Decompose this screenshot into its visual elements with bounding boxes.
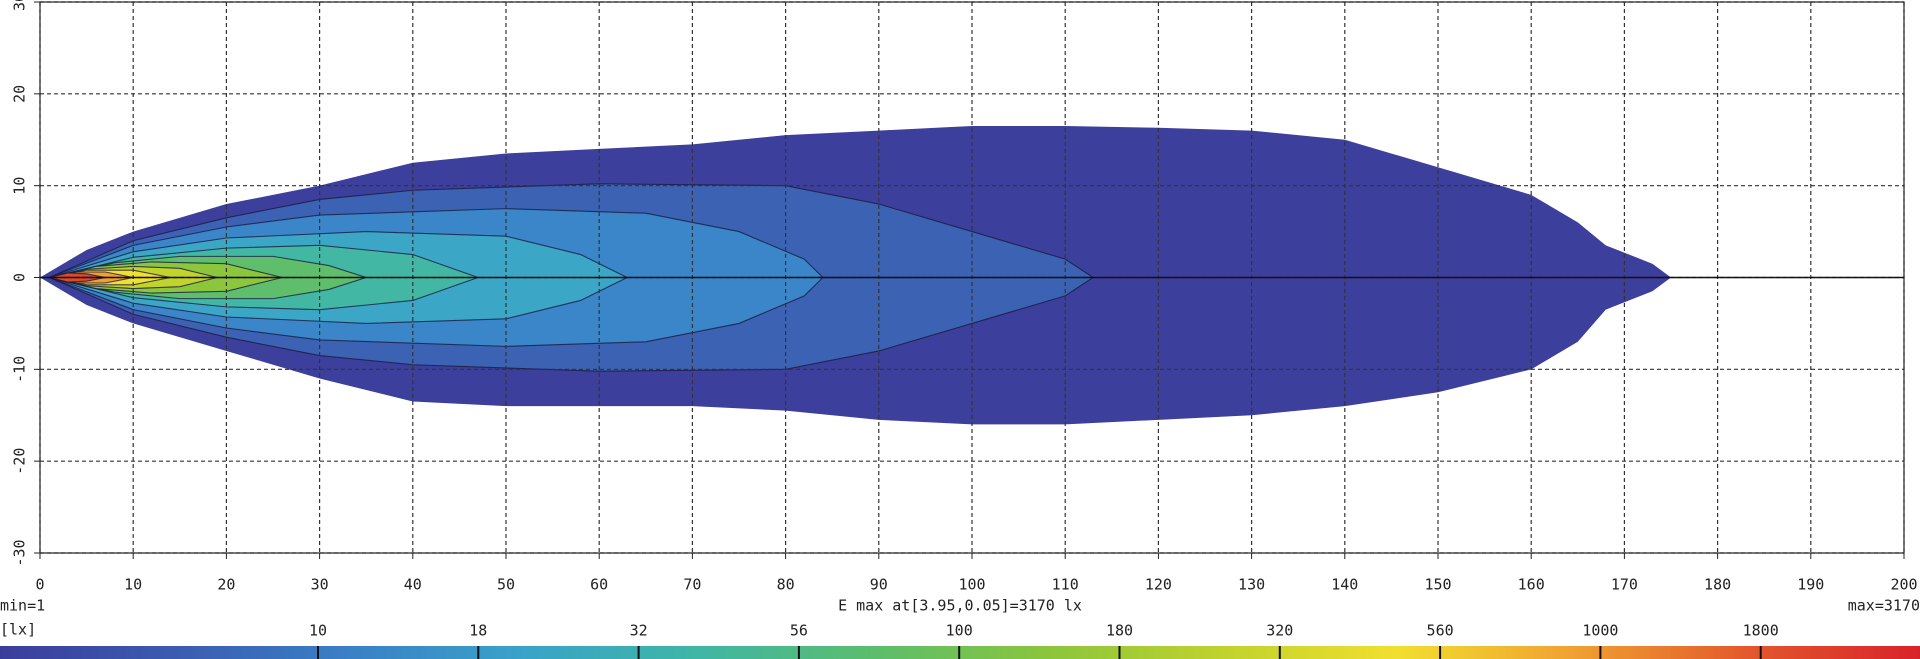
- x-tick-label: 20: [217, 576, 235, 594]
- colorbar-tick-label: 320: [1266, 622, 1293, 640]
- x-tick-label: 50: [497, 576, 515, 594]
- x-tick-label: 30: [311, 576, 329, 594]
- max-label: max=3170: [1848, 597, 1920, 615]
- colorbar-tick-label: 1000: [1582, 622, 1618, 640]
- x-tick-label: 140: [1331, 576, 1358, 594]
- y-tick-label: 30: [11, 0, 29, 11]
- x-tick-label: 10: [124, 576, 142, 594]
- y-tick-label: 20: [11, 85, 29, 103]
- x-tick-label: 190: [1797, 576, 1824, 594]
- colorbar-tick-label: 56: [790, 622, 808, 640]
- colorbar-tick-label: 100: [946, 622, 973, 640]
- y-tick-label: -30: [11, 539, 29, 566]
- x-tick-label: 180: [1704, 576, 1731, 594]
- x-tick-label: 200: [1890, 576, 1917, 594]
- x-tick-label: 0: [35, 576, 44, 594]
- x-tick-label: 60: [590, 576, 608, 594]
- y-tick-label: 0: [11, 273, 29, 282]
- x-tick-label: 130: [1238, 576, 1265, 594]
- colorbar-tick-label: 32: [630, 622, 648, 640]
- emax-label: E max at[3.95,0.05]=3170 lx: [838, 597, 1082, 615]
- y-tick-label: -10: [11, 356, 29, 383]
- x-tick-label: 170: [1611, 576, 1638, 594]
- x-tick-label: 110: [1052, 576, 1079, 594]
- colorbar-tick-label: 180: [1106, 622, 1133, 640]
- x-tick-label: 70: [683, 576, 701, 594]
- min-label: min=1: [0, 597, 45, 615]
- y-tick-label: 10: [11, 177, 29, 195]
- colorbar-tick-label: 560: [1427, 622, 1454, 640]
- x-tick-label: 160: [1518, 576, 1545, 594]
- x-tick-label: 100: [958, 576, 985, 594]
- colorbar-tick-label: 18: [469, 622, 487, 640]
- y-tick-label: -20: [11, 448, 29, 475]
- colorbar-tick-label: 10: [309, 622, 327, 640]
- x-tick-label: 80: [777, 576, 795, 594]
- colorbar-unit: [lx]: [0, 621, 36, 639]
- x-tick-label: 90: [870, 576, 888, 594]
- colorbar-tick-label: 1800: [1743, 622, 1779, 640]
- x-tick-label: 40: [404, 576, 422, 594]
- x-tick-label: 120: [1145, 576, 1172, 594]
- x-tick-label: 150: [1424, 576, 1451, 594]
